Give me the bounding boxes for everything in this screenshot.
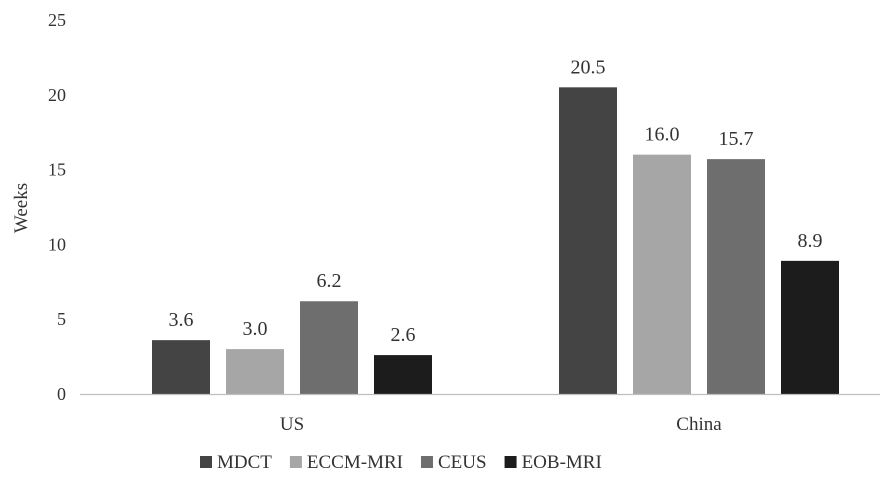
data-label: 6.2: [317, 270, 342, 292]
y-tick-label: 25: [48, 10, 66, 30]
data-label: 20.5: [571, 56, 606, 78]
category-labels: US China: [280, 414, 722, 435]
bar: [781, 260, 839, 394]
legend-label: MDCT: [217, 452, 272, 473]
data-label: 8.9: [798, 230, 823, 252]
data-label: 3.6: [169, 309, 194, 331]
y-tick-label: 5: [57, 309, 66, 329]
data-label: 2.6: [391, 324, 416, 346]
legend-swatch: [420, 456, 433, 468]
data-label: 3.0: [243, 318, 268, 340]
y-tick-label: 10: [48, 234, 66, 254]
data-labels: 3.6 3.0 6.2 2.6 20.5 16.0 15.7 8.9: [169, 56, 823, 346]
legend-swatch: [289, 456, 302, 468]
bar: [300, 301, 358, 394]
legend: MDCT ECCM-MRI CEUS EOB-MRI: [200, 452, 602, 473]
data-label: 16.0: [645, 124, 680, 146]
bar: [152, 340, 210, 394]
bar: [374, 355, 432, 394]
legend-label: CEUS: [438, 452, 487, 473]
y-tick-labels: 0 5 10 15 20 25: [48, 10, 66, 404]
legend-label: EOB-MRI: [522, 452, 602, 473]
legend-label: ECCM-MRI: [307, 452, 403, 473]
y-tick-label: 0: [57, 384, 66, 404]
bar-marks: [152, 87, 839, 394]
legend-item: CEUS: [420, 452, 487, 473]
legend-item: MDCT: [200, 452, 272, 473]
y-tick-label: 15: [48, 160, 66, 180]
legend-swatch: [200, 456, 212, 468]
category-label: US: [280, 414, 304, 435]
legend-item: ECCM-MRI: [289, 452, 403, 473]
bar: [633, 154, 691, 394]
bar: [226, 349, 284, 394]
category-label: China: [676, 414, 722, 435]
data-label: 15.7: [719, 128, 754, 150]
bar: [559, 87, 617, 394]
bar: [707, 159, 765, 394]
legend-item: EOB-MRI: [504, 452, 602, 473]
legend-swatch: [504, 456, 517, 468]
y-axis-title: Weeks: [11, 183, 32, 233]
y-tick-label: 20: [48, 85, 66, 105]
